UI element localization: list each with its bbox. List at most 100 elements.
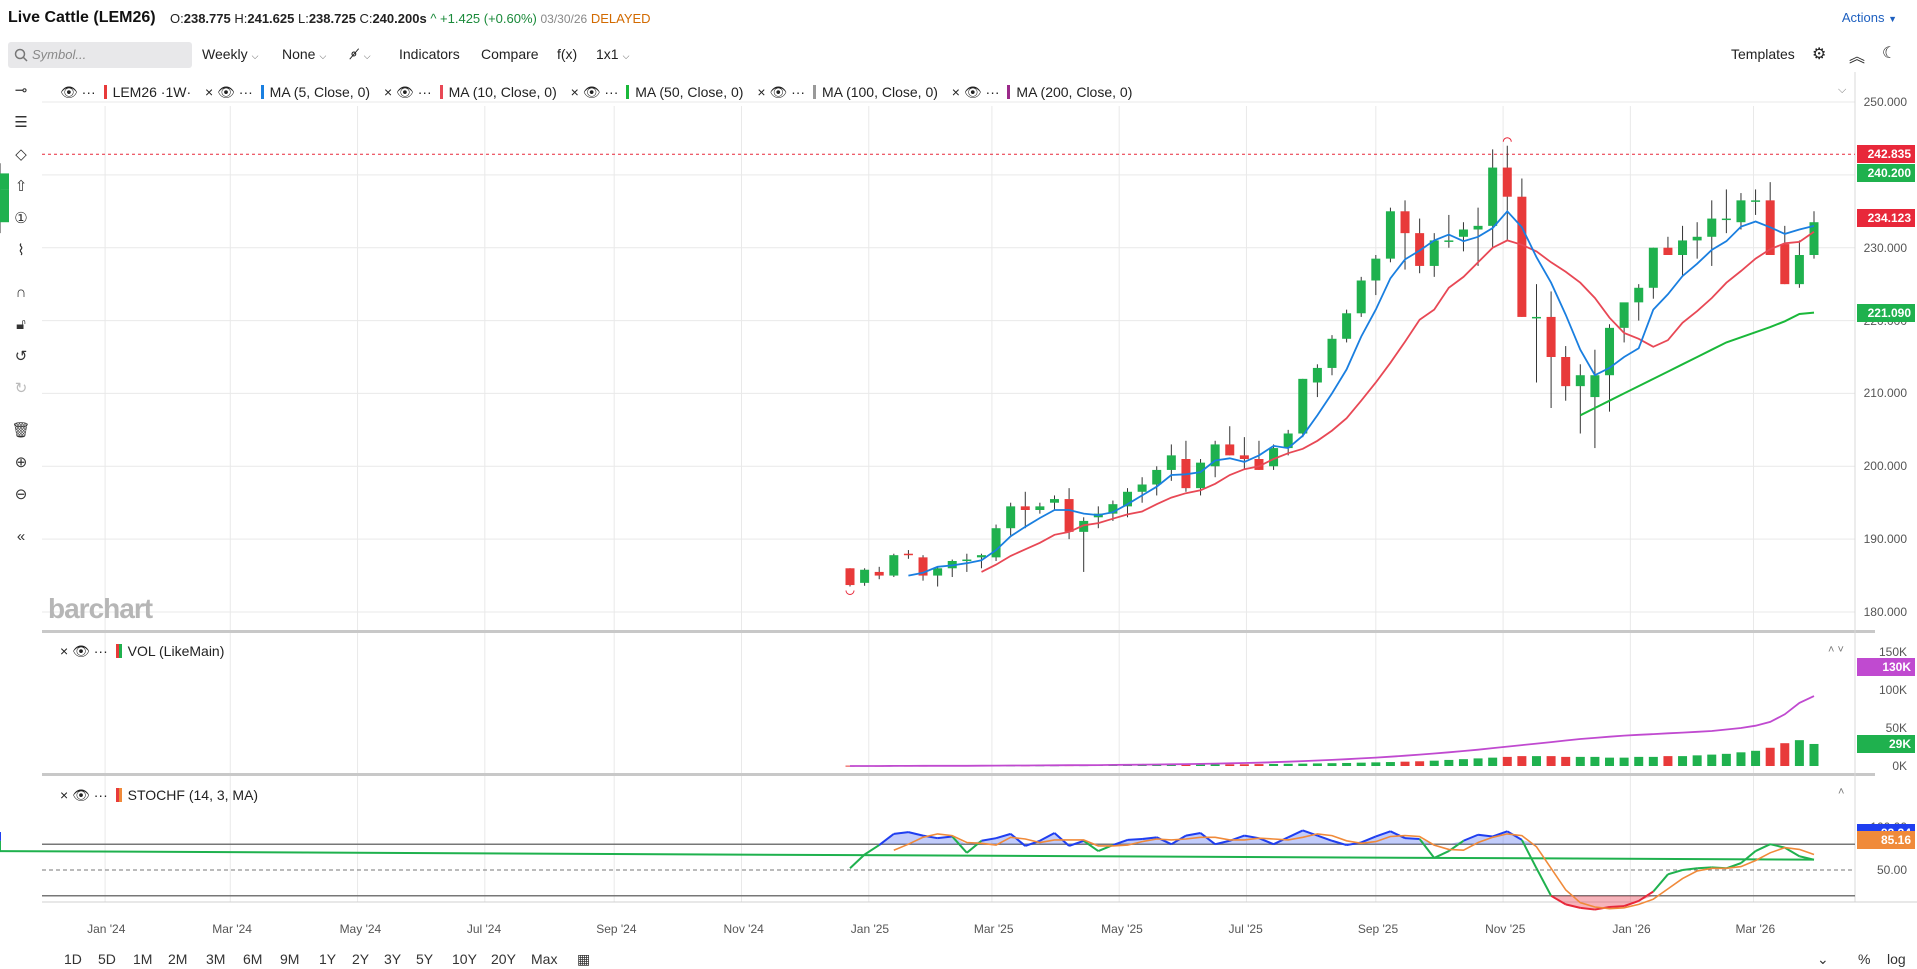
range-button-9m[interactable]: 9M	[280, 951, 300, 967]
candle	[1371, 258, 1381, 281]
time-tick-label: Mar '24	[212, 922, 252, 936]
range-button-2y[interactable]: 2Y	[352, 951, 370, 967]
range-button-1d[interactable]: 1D	[64, 951, 82, 967]
eye-icon[interactable]: 👁︎	[72, 643, 90, 659]
log-scale-toggle[interactable]: log	[1887, 951, 1906, 967]
candle	[1736, 200, 1746, 223]
pane-up-chevron-icon[interactable]: ˄	[1838, 786, 1845, 798]
stoch-k-segment	[1404, 837, 1420, 841]
volume-bar	[1283, 763, 1293, 766]
collapse-sidebar-icon[interactable]: «	[16, 528, 26, 545]
magnet-icon[interactable]: ∩	[15, 284, 27, 301]
legend-collapse-chevron-icon[interactable]: ⌵	[1838, 84, 1847, 96]
candle	[933, 568, 943, 576]
range-button-10y[interactable]: 10Y	[452, 951, 477, 967]
scroll-down-icon[interactable]: ⌄	[1817, 951, 1829, 967]
indicators-button[interactable]: Indicators	[399, 46, 460, 62]
annotation-tool-icon[interactable]: ①	[14, 210, 28, 227]
layout-select[interactable]: 1x1 ⌵	[596, 46, 629, 62]
compare-button[interactable]: Compare	[481, 46, 539, 62]
range-button-5y[interactable]: 5Y	[416, 951, 434, 967]
range-button-1y[interactable]: 1Y	[319, 951, 337, 967]
candle	[1575, 375, 1585, 387]
legend-dots[interactable]: ···	[238, 84, 253, 100]
aggregation-select[interactable]: None ⌵	[282, 46, 326, 62]
stoch-k-segment	[864, 844, 880, 856]
candle	[1020, 506, 1030, 510]
range-button-1m[interactable]: 1M	[133, 951, 153, 967]
trash-icon[interactable]: 🗑︎	[11, 422, 31, 439]
candle	[1196, 462, 1206, 489]
volume-bar	[1488, 757, 1498, 766]
arrow-tool-icon[interactable]: ⇧	[14, 178, 28, 195]
chart-area[interactable]	[0, 72, 1917, 952]
legend-volume[interactable]: × 👁︎ ··· VOL (LikeMain)	[60, 643, 224, 660]
range-button-20y[interactable]: 20Y	[491, 951, 516, 967]
collapse-up-icon[interactable]: ︽	[1849, 49, 1866, 66]
lock-icon[interactable]: 🔓︎	[16, 316, 26, 333]
range-button-3m[interactable]: 3M	[206, 951, 226, 967]
fib-tool-icon[interactable]: ☰	[14, 114, 28, 131]
pattern-tool-icon[interactable]: ⌇	[17, 242, 25, 259]
eye-icon[interactable]: 👁︎	[582, 84, 601, 100]
time-tick-label: Sep '25	[1357, 922, 1399, 936]
legend-dots[interactable]: ···	[93, 787, 108, 803]
legend-stoch[interactable]: × 👁︎ ··· STOCHF (14, 3, MA)	[60, 787, 258, 804]
volume-bar	[1356, 762, 1366, 766]
percent-scale-toggle[interactable]: %	[1858, 951, 1871, 967]
eye-icon[interactable]: 👁︎	[769, 84, 788, 100]
range-button-3y[interactable]: 3Y	[384, 951, 402, 967]
open-value: 238.775	[183, 11, 231, 26]
stoch-k-segment	[1389, 830, 1406, 840]
legend-dots[interactable]: ···	[417, 84, 432, 100]
actions-menu[interactable]: Actions ▼	[1842, 10, 1897, 25]
templates-button[interactable]: Templates	[1731, 46, 1795, 62]
close-icon[interactable]: ×	[205, 84, 214, 100]
volume-bar	[1634, 756, 1644, 766]
eye-icon[interactable]: 👁︎	[217, 84, 235, 100]
close-label: C:	[359, 11, 373, 26]
close-icon[interactable]: ×	[951, 84, 960, 100]
shape-tool-icon[interactable]: ◇	[15, 146, 27, 163]
redo-icon[interactable]: ↻	[14, 380, 28, 397]
stoch-k-segment	[1418, 838, 1436, 859]
legend-dots[interactable]: ···	[604, 84, 619, 100]
zoom-in-icon[interactable]: ⊕	[14, 454, 28, 471]
close-icon[interactable]: ×	[60, 787, 69, 803]
chevron-down-icon: ⌵	[622, 51, 630, 61]
eye-icon[interactable]: 👁︎	[396, 84, 414, 100]
legend-dots[interactable]: ···	[985, 84, 1000, 100]
fx-button[interactable]: f(x)	[557, 46, 578, 62]
close-icon[interactable]: ×	[570, 84, 579, 100]
range-button-2m[interactable]: 2M	[168, 951, 188, 967]
legend-dots[interactable]: ···	[93, 643, 108, 659]
legend-main[interactable]: 👁︎ ··· LEM26 ·1W· × 👁︎ ··· MA (5, Close,…	[60, 84, 1132, 101]
pane-move-chevrons-icon[interactable]: ˄ ˅	[1828, 644, 1844, 656]
candle	[1298, 378, 1308, 434]
symbol-search-input[interactable]: Symbol...	[8, 42, 192, 68]
legend-dots[interactable]: ···	[81, 84, 96, 100]
price-tag: 242.835	[1857, 145, 1915, 164]
close-icon[interactable]: ×	[383, 84, 393, 100]
period-select[interactable]: Weekly ⌵	[202, 46, 258, 62]
range-button-max[interactable]: Max	[531, 951, 558, 967]
range-button-6m[interactable]: 6M	[243, 951, 263, 967]
eye-icon[interactable]: 👁︎	[72, 787, 90, 803]
undo-icon[interactable]: ↺	[14, 348, 28, 365]
close-icon[interactable]: ×	[757, 84, 766, 100]
dark-mode-icon[interactable]: ☾	[1882, 45, 1897, 62]
candle	[1458, 229, 1468, 237]
eye-icon[interactable]: 👁︎	[60, 84, 78, 100]
candle	[1780, 244, 1790, 285]
volume-bar	[1166, 764, 1176, 766]
gear-icon[interactable]: ⚙	[1812, 46, 1827, 63]
eye-icon[interactable]: 👁︎	[963, 84, 982, 100]
range-button-5d[interactable]: 5D	[98, 951, 116, 967]
calendar-icon[interactable]: ▦	[577, 951, 591, 967]
chart-type-select[interactable]: ⚬̸ ⌵	[348, 46, 371, 63]
volume-bar	[1707, 754, 1717, 766]
close-icon[interactable]: ×	[60, 643, 69, 659]
line-tool-icon[interactable]: ⊸	[14, 82, 28, 99]
legend-dots[interactable]: ···	[791, 84, 806, 100]
zoom-out-icon[interactable]: ⊖	[14, 486, 28, 503]
